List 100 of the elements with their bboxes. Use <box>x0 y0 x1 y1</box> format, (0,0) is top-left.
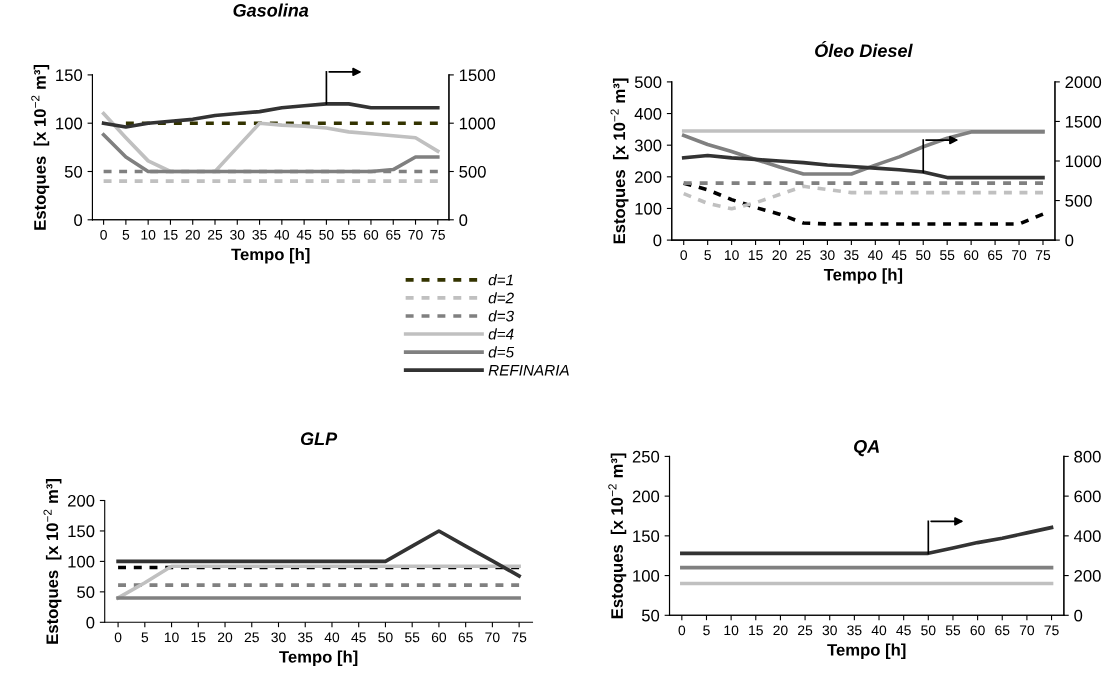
y-axis-title: Estoques [x 10$^{−2}$ m³] <box>43 479 62 644</box>
x-tick-label: 60 <box>970 625 985 636</box>
x-tick-label: 5 <box>141 632 149 643</box>
x-tick-label: 60 <box>363 229 379 240</box>
y2-tick-label: 500 <box>1065 194 1092 207</box>
legend-label: d=3 <box>488 310 514 322</box>
x-tick-label: 65 <box>988 250 1003 261</box>
line-series <box>680 525 1054 556</box>
x-tick-label: 70 <box>485 632 500 643</box>
y2-tick-label: 600 <box>1074 490 1101 503</box>
x-tick-label: 75 <box>430 230 445 240</box>
y2-tick-label: 1500 <box>459 69 496 82</box>
chart-title: Óleo Diesel <box>815 40 913 58</box>
line-series <box>681 181 1045 226</box>
y2-tick-label: 1500 <box>1065 115 1102 128</box>
x-tick-label: 45 <box>296 230 312 240</box>
y-tick-label: 150 <box>633 530 660 543</box>
x-tick-label: 25 <box>796 250 811 261</box>
x-tick-label: 0 <box>114 632 122 643</box>
y2-tick-label: 200 <box>1074 569 1101 582</box>
x-tick-label: 15 <box>749 625 763 636</box>
x-axis-title: Tempo [h] <box>231 248 310 264</box>
x-tick-label: 20 <box>218 632 233 643</box>
x-tick-label: 50 <box>378 632 393 643</box>
y-tick-label: 250 <box>632 450 660 463</box>
x-tick-label: 55 <box>341 230 356 240</box>
y2-tick-label: 400 <box>1073 530 1101 543</box>
line-series <box>681 130 1045 176</box>
x-tick-label: 55 <box>945 625 961 636</box>
x-tick-label: 35 <box>298 632 313 643</box>
y-tick-label: 150 <box>56 69 83 82</box>
x-axis-title: Tempo [h] <box>827 643 906 660</box>
y-tick-label: 300 <box>634 139 662 152</box>
y-tick-label: 100 <box>68 555 95 568</box>
legend-label: d=5 <box>488 346 515 358</box>
y-axis-title: Estoques [x 10$^{−2}$ m³] <box>610 78 629 244</box>
x-tick-label: 25 <box>244 632 259 643</box>
x-tick-label: 50 <box>921 625 936 636</box>
x-tick-label: 0 <box>100 229 107 240</box>
x-axis-title: Tempo [h] <box>279 650 358 667</box>
x-tick-label: 65 <box>995 625 1010 636</box>
x-tick-label: 5 <box>122 230 130 240</box>
x-tick-label: 75 <box>1035 250 1051 261</box>
legend-label: d=4 <box>488 328 514 340</box>
x-tick-label: 40 <box>274 229 290 240</box>
y-tick-label: 100 <box>633 569 660 582</box>
legend-label: REFINARIA <box>488 364 569 376</box>
chart-title: Gasolina <box>233 3 309 17</box>
line-series <box>101 132 440 174</box>
y-tick-label: 50 <box>64 165 83 178</box>
line-series <box>681 153 1045 180</box>
legend-label: d=2 <box>488 292 514 304</box>
x-tick-label: 60 <box>431 632 447 643</box>
y2-tick-label: 0 <box>459 214 468 226</box>
x-tick-label: 55 <box>940 250 955 261</box>
x-tick-label: 65 <box>386 229 401 240</box>
x-axis-title: Tempo [h] <box>823 268 903 284</box>
x-tick-label: 20 <box>185 229 200 240</box>
x-tick-label: 40 <box>324 632 340 643</box>
x-tick-label: 10 <box>724 250 739 261</box>
x-tick-label: 5 <box>703 625 710 636</box>
x-tick-label: 40 <box>871 625 887 636</box>
x-tick-label: 60 <box>964 250 979 261</box>
x-tick-label: 35 <box>252 229 267 240</box>
x-tick-label: 25 <box>207 229 223 240</box>
y2-tick-label: 0 <box>1074 609 1083 622</box>
x-tick-label: 35 <box>844 250 859 261</box>
y2-tick-label: 800 <box>1074 450 1101 463</box>
x-tick-label: 20 <box>772 250 787 261</box>
y-axis-title: Estoques [x 10$^{−2}$ m³] <box>31 64 50 230</box>
x-tick-label: 30 <box>822 625 837 636</box>
y-tick-label: 150 <box>68 525 95 538</box>
y-tick-label: 200 <box>632 490 660 503</box>
chart-title: QA <box>854 440 879 457</box>
y2-tick-label: 1000 <box>459 117 496 130</box>
x-tick-label: 10 <box>141 229 156 240</box>
x-tick-label: 10 <box>164 632 179 643</box>
y-tick-label: 400 <box>634 107 662 120</box>
y-tick-label: 50 <box>77 586 95 599</box>
x-tick-label: 75 <box>1044 625 1059 636</box>
x-tick-label: 45 <box>891 250 907 261</box>
x-tick-label: 70 <box>1019 625 1035 636</box>
x-tick-label: 5 <box>704 250 711 261</box>
y-tick-label: 50 <box>641 609 660 622</box>
x-tick-label: 30 <box>271 632 286 643</box>
line-series <box>681 184 1045 211</box>
x-tick-label: 45 <box>351 632 366 643</box>
legend-label: d=1 <box>488 274 513 286</box>
y-tick-label: 200 <box>635 171 662 184</box>
x-tick-label: 30 <box>820 250 835 261</box>
x-tick-label: 10 <box>724 625 739 636</box>
x-tick-label: 75 <box>512 632 527 643</box>
y-tick-label: 100 <box>635 202 662 215</box>
x-tick-label: 20 <box>773 625 788 636</box>
y-tick-label: 100 <box>56 117 83 130</box>
line-series <box>101 102 440 129</box>
y2-tick-label: 1000 <box>1065 155 1102 168</box>
line-series <box>116 529 521 578</box>
y-tick-label: 200 <box>68 494 95 507</box>
y-tick-label: 500 <box>634 76 662 89</box>
